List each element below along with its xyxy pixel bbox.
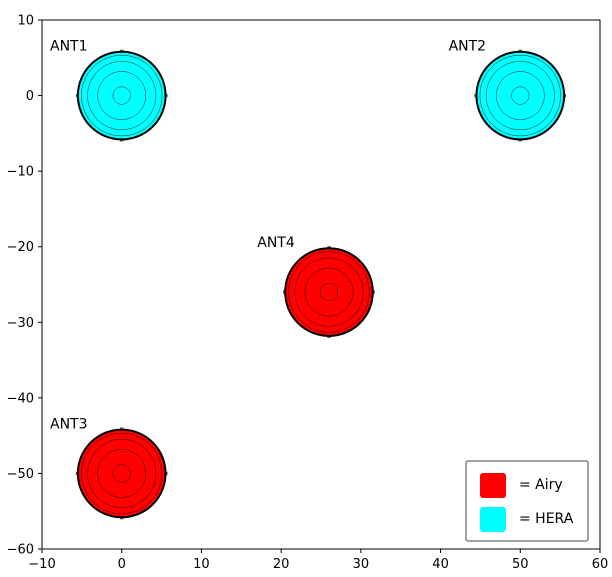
beam-contour-ring (87, 61, 157, 131)
x-tick-label: 60 (592, 557, 609, 572)
dish-marker (76, 50, 167, 141)
beam-contour-ring (479, 54, 561, 137)
antenna-ant2: ANT2 (449, 39, 567, 142)
beam-contour-ring (304, 267, 354, 317)
antenna-label: ANT4 (257, 235, 295, 251)
x-tick-label: 20 (273, 557, 290, 572)
antenna-label: ANT2 (449, 39, 487, 55)
dish-marker (284, 247, 374, 337)
antenna-ant4: ANT4 (257, 235, 375, 338)
dish-marker (76, 428, 167, 519)
x-tick-label: 50 (512, 557, 529, 572)
beam-contour-ring (294, 257, 364, 327)
legend-swatch-airy (480, 473, 506, 498)
y-tick-label: −40 (7, 391, 34, 406)
beam-contour-ring (97, 449, 147, 498)
beam-contour-ring (81, 432, 163, 515)
beam-contour-ring (87, 438, 157, 508)
y-tick-label: −30 (7, 316, 34, 331)
beam-contour-ring (112, 86, 131, 105)
antenna-label: ANT1 (50, 39, 88, 55)
antenna-ant3: ANT3 (50, 417, 168, 520)
legend: = Airy = HERA (465, 460, 589, 542)
beam-contour-ring (288, 251, 370, 333)
beam-contour-ring (97, 71, 147, 120)
y-tick-label: 10 (17, 14, 34, 29)
beam-contour-ring (112, 464, 131, 483)
x-tick-label: 40 (432, 557, 449, 572)
x-tick-label: 10 (193, 557, 210, 572)
beam-contour-ring (511, 86, 530, 105)
x-tick-label: −10 (28, 557, 55, 572)
legend-swatch-hera (480, 507, 506, 532)
antenna-label: ANT3 (50, 417, 88, 433)
y-tick-label: −20 (7, 240, 34, 255)
beam-contour-ring (81, 54, 163, 137)
y-tick-label: −10 (7, 165, 34, 180)
beam-contour-ring (319, 283, 338, 302)
y-tick-label: 0 (26, 89, 34, 104)
antenna-ant1: ANT1 (50, 39, 168, 142)
beam-contour-ring (485, 61, 555, 131)
x-tick-label: 30 (353, 557, 370, 572)
plot-marks: ANT1 ANT2 ANT3 ANT4 (50, 39, 567, 520)
legend-label-hera: = HERA (519, 511, 574, 527)
dish-marker (475, 50, 566, 141)
legend-label-airy: = Airy (519, 477, 563, 493)
x-tick-label: 0 (118, 557, 126, 572)
y-tick-label: −50 (7, 467, 34, 482)
beam-contour-ring (495, 71, 545, 120)
y-tick-label: −60 (7, 543, 34, 558)
axes: −10 0 10 20 30 40 50 60 10 0 −10 −20 −30 −40 −50 −60 (7, 14, 609, 573)
plot-frame (41, 19, 601, 550)
